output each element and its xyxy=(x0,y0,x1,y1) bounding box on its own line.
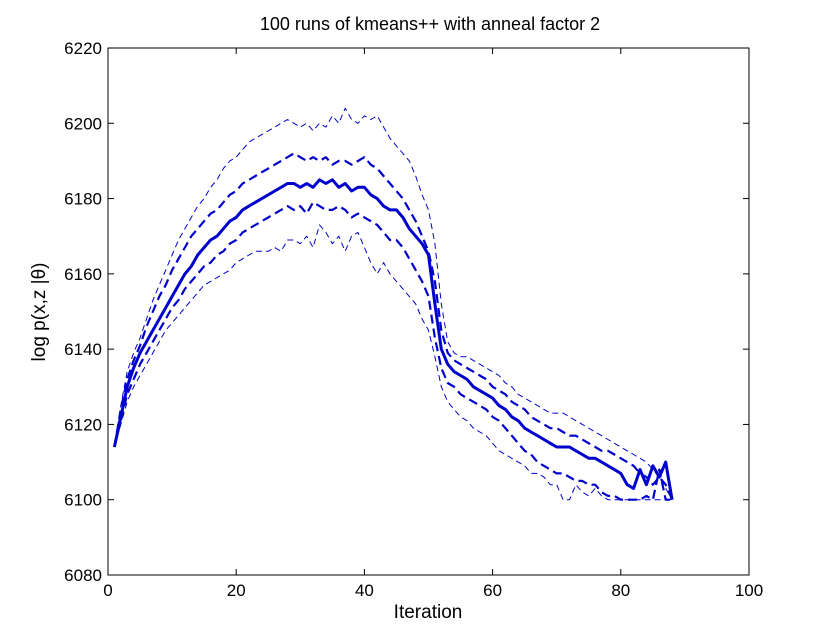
y-tick-label: 6120 xyxy=(64,415,102,434)
plot-area xyxy=(107,47,750,576)
x-tick-label: 100 xyxy=(735,581,763,600)
x-tick-label: 80 xyxy=(611,581,630,600)
y-axis-title: log p(x,z |θ) xyxy=(29,263,50,362)
y-axis: 6080 6100 6120 6140 6160 6180 6200 6220 xyxy=(64,39,749,585)
series-line-outer-dashed-thin-0 xyxy=(113,107,673,500)
series-line-outer-dashed-thin-4 xyxy=(113,224,673,501)
x-axis: 0 20 40 60 80 100 xyxy=(103,48,763,600)
y-tick-label: 6160 xyxy=(64,265,102,284)
series-line-inner-dashed-thick-1 xyxy=(113,152,674,501)
y-tick-label: 6200 xyxy=(64,114,102,133)
y-tick-label: 6080 xyxy=(64,566,102,585)
series-line-mean-solid-thick-2 xyxy=(112,178,674,500)
y-tick-label: 6140 xyxy=(64,340,102,359)
chart-title: 100 runs of kmeans++ with anneal factor … xyxy=(260,14,600,34)
y-tick-label: 6180 xyxy=(64,190,102,209)
x-tick-label: 40 xyxy=(355,581,374,600)
x-axis-title: Iteration xyxy=(394,602,463,623)
series-line-inner-dashed-thick-3 xyxy=(113,201,673,501)
series-layer xyxy=(112,107,674,501)
x-tick-label: 60 xyxy=(483,581,502,600)
x-tick-label: 0 xyxy=(103,581,112,600)
y-tick-label: 6100 xyxy=(64,491,102,510)
y-tick-label: 6220 xyxy=(64,39,102,58)
x-tick-label: 20 xyxy=(227,581,246,600)
plot-frame xyxy=(107,47,750,576)
